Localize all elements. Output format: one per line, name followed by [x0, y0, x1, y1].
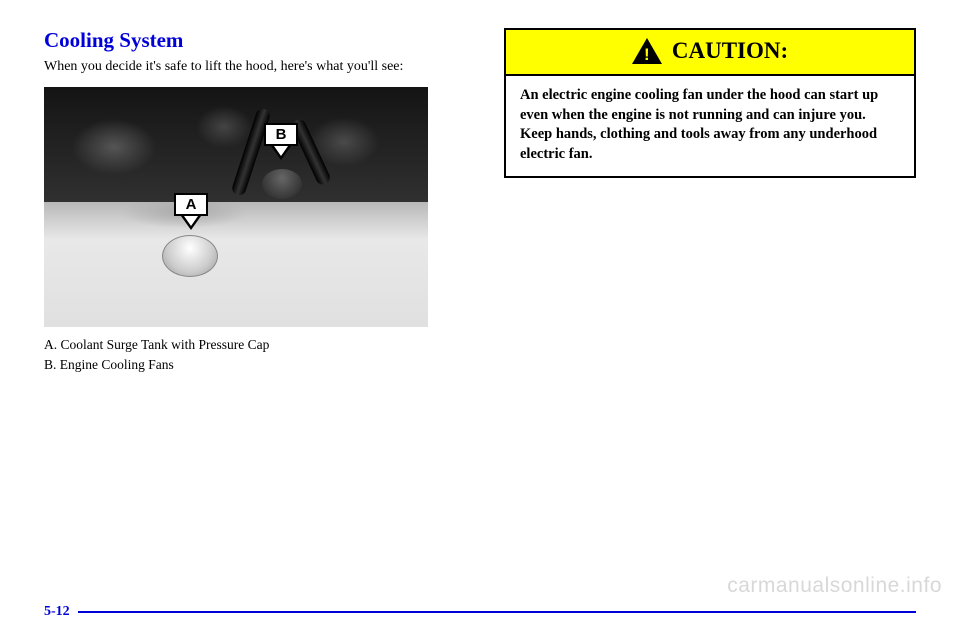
engine-photo: B A — [44, 87, 428, 327]
caution-heading: CAUTION: — [672, 38, 788, 64]
legend-item-a: A. Coolant Surge Tank with Pressure Cap — [44, 335, 456, 355]
legend-item-b: B. Engine Cooling Fans — [44, 355, 456, 375]
arrow-down-icon — [181, 216, 201, 230]
caution-header: CAUTION: — [506, 30, 914, 76]
section-title: Cooling System — [44, 28, 456, 53]
component-a — [162, 235, 218, 277]
page-footer: 5-12 — [44, 604, 916, 620]
warning-triangle-icon — [632, 38, 662, 64]
photo-legend: A. Coolant Surge Tank with Pressure Cap … — [44, 335, 456, 376]
callout-b-label: B — [264, 123, 298, 146]
component-b — [262, 169, 302, 199]
page-number: 5-12 — [44, 604, 70, 620]
footer-rule — [78, 611, 916, 613]
right-column: CAUTION: An electric engine cooling fan … — [504, 28, 916, 376]
left-column: Cooling System When you decide it's safe… — [44, 28, 456, 376]
callout-b: B — [264, 123, 298, 160]
watermark-text: carmanualsonline.info — [727, 574, 942, 598]
two-column-layout: Cooling System When you decide it's safe… — [44, 28, 916, 376]
arrow-down-icon — [271, 146, 291, 160]
intro-text: When you decide it's safe to lift the ho… — [44, 59, 456, 75]
callout-a: A — [174, 193, 208, 230]
manual-page: Cooling System When you decide it's safe… — [0, 0, 960, 640]
caution-box: CAUTION: An electric engine cooling fan … — [504, 28, 916, 178]
caution-body-text: An electric engine cooling fan under the… — [506, 76, 914, 176]
engine-light-region — [44, 202, 428, 327]
callout-a-label: A — [174, 193, 208, 216]
